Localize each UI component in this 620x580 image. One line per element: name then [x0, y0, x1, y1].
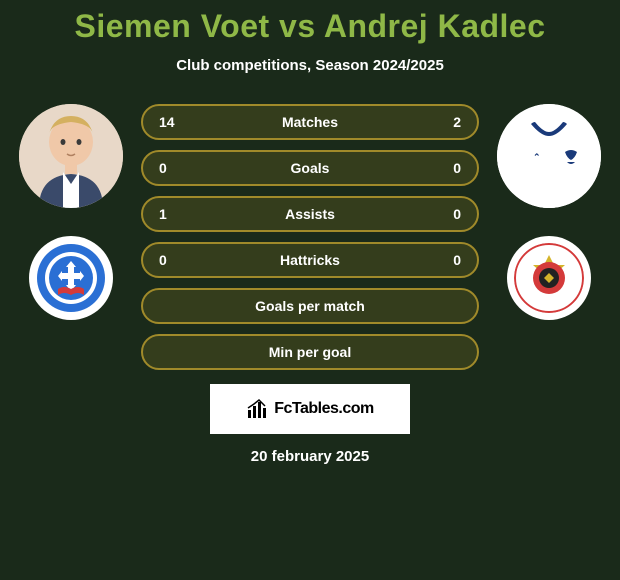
player-left-crest: [29, 236, 113, 320]
puma-logo-text: ⌃: [533, 152, 541, 162]
date-text: 20 february 2025: [251, 448, 369, 465]
stat-right-value: 0: [437, 160, 461, 176]
stat-label: Assists: [285, 206, 335, 222]
stat-left-value: 0: [159, 160, 183, 176]
page-title: Siemen Voet vs Andrej Kadlec: [74, 8, 545, 45]
stat-label: Hattricks: [280, 252, 340, 268]
stat-label: Goals: [291, 160, 330, 176]
comparison-card: Siemen Voet vs Andrej Kadlec Club compet…: [0, 0, 620, 580]
season-subtitle: Club competitions, Season 2024/2025: [176, 57, 444, 74]
stat-label: Goals per match: [255, 298, 365, 314]
watermark-text: FcTables.com: [274, 400, 374, 418]
right-side: ⌃: [497, 104, 601, 320]
left-side: [19, 104, 123, 320]
stat-row-min-per-goal: Min per goal: [141, 334, 479, 370]
stat-left-value: 14: [159, 114, 183, 130]
crest-left-icon: [36, 243, 106, 313]
jersey-icon: ⌃: [497, 104, 601, 208]
stat-row-assists: 1 Assists 0: [141, 196, 479, 232]
content-row: 14 Matches 2 0 Goals 0 1 Assists 0 0 Hat…: [0, 104, 620, 370]
stat-right-value: 0: [437, 206, 461, 222]
stat-left-value: 0: [159, 252, 183, 268]
chart-icon: [246, 398, 268, 420]
stat-row-hattricks: 0 Hattricks 0: [141, 242, 479, 278]
stat-row-goals-per-match: Goals per match: [141, 288, 479, 324]
player-left-avatar: [19, 104, 123, 208]
stat-left-value: 1: [159, 206, 183, 222]
player-right-crest: [507, 236, 591, 320]
stat-label: Min per goal: [269, 344, 351, 360]
stat-row-matches: 14 Matches 2: [141, 104, 479, 140]
headshot-icon: [19, 104, 123, 208]
crest-right-icon: [514, 243, 584, 313]
watermark-badge: FcTables.com: [210, 384, 410, 434]
stats-column: 14 Matches 2 0 Goals 0 1 Assists 0 0 Hat…: [141, 104, 479, 370]
stat-label: Matches: [282, 114, 338, 130]
player-right-avatar: ⌃: [497, 104, 601, 208]
stat-row-goals: 0 Goals 0: [141, 150, 479, 186]
stat-right-value: 0: [437, 252, 461, 268]
stat-right-value: 2: [437, 114, 461, 130]
